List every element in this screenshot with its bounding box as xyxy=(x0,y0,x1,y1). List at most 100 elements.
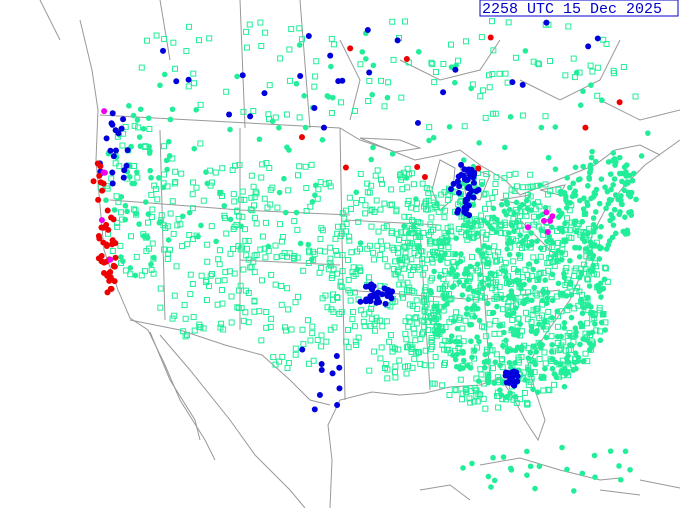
station-clear xyxy=(228,293,235,300)
station-clear xyxy=(276,221,283,228)
station-rain xyxy=(598,294,604,300)
station-rain xyxy=(537,182,543,188)
station-rain xyxy=(554,308,561,315)
station-clear xyxy=(477,221,484,228)
station-rain xyxy=(204,180,211,187)
station-clear xyxy=(416,233,423,240)
station-clear xyxy=(305,360,312,367)
station-rain xyxy=(126,174,133,180)
station-clear xyxy=(381,200,388,207)
station-clear xyxy=(189,205,196,212)
station-clear xyxy=(546,259,553,266)
station-clear xyxy=(541,349,548,356)
station-snow xyxy=(470,179,477,186)
station-rain xyxy=(477,271,483,278)
station-clear xyxy=(469,254,476,261)
station-rain xyxy=(134,169,140,175)
station-heavy xyxy=(103,221,110,228)
station-clear xyxy=(339,268,346,275)
station-rain xyxy=(514,327,521,333)
station-clear xyxy=(397,171,404,178)
caribbean xyxy=(419,457,680,501)
station-clear xyxy=(388,230,395,237)
station-clear xyxy=(534,305,541,312)
station-clear xyxy=(596,307,603,314)
station-clear xyxy=(251,214,258,221)
station-rain xyxy=(480,285,487,292)
station-rain xyxy=(539,342,546,348)
station-clear xyxy=(296,25,303,32)
station-rain xyxy=(622,448,629,455)
station-clear xyxy=(502,259,509,266)
station-clear xyxy=(221,277,228,284)
station-clear xyxy=(266,165,273,172)
station-snow xyxy=(519,81,526,88)
station-heavy xyxy=(421,174,428,181)
station-rain xyxy=(485,372,492,378)
station-clear xyxy=(317,235,324,242)
station-snow xyxy=(364,26,371,33)
station-clear xyxy=(148,191,155,198)
station-clear xyxy=(551,381,558,388)
station-snow xyxy=(465,185,472,192)
station-rain xyxy=(580,206,587,212)
station-clear xyxy=(373,318,380,325)
station-clear xyxy=(412,315,419,322)
station-rain xyxy=(148,261,154,268)
station-clear xyxy=(222,269,229,276)
station-clear xyxy=(428,59,435,66)
station-clear xyxy=(492,180,499,187)
station-rain xyxy=(608,211,614,218)
station-rain xyxy=(457,258,464,265)
station-clear xyxy=(510,258,517,265)
station-rain xyxy=(506,206,513,213)
station-rain xyxy=(459,292,466,298)
station-rain xyxy=(580,358,586,365)
station-rain xyxy=(142,199,149,205)
station-rain xyxy=(487,270,494,277)
station-clear xyxy=(272,114,279,121)
station-rain xyxy=(542,204,549,211)
station-clear xyxy=(571,273,578,280)
station-clear xyxy=(435,209,442,216)
station-rain xyxy=(630,170,637,177)
station-clear xyxy=(551,263,558,270)
station-clear xyxy=(547,188,554,195)
station-rain xyxy=(589,311,596,317)
station-clear xyxy=(426,124,433,131)
station-snow xyxy=(594,35,601,42)
station-clear xyxy=(422,284,429,291)
station-clear xyxy=(172,168,179,175)
station-clear xyxy=(263,308,270,315)
station-rain xyxy=(498,392,505,398)
station-rain xyxy=(501,329,507,336)
station-rain xyxy=(160,184,167,191)
station-rain xyxy=(523,233,530,240)
station-rain xyxy=(555,280,562,287)
station-rain xyxy=(156,175,162,181)
station-clear xyxy=(469,81,476,88)
station-clear xyxy=(492,258,499,265)
station-rain xyxy=(460,350,466,356)
station-clear xyxy=(430,311,437,318)
station-mixed xyxy=(107,256,114,263)
station-rain xyxy=(580,163,586,170)
station-rain xyxy=(434,200,440,207)
station-heavy xyxy=(106,270,113,277)
station-clear xyxy=(510,215,517,222)
station-clear xyxy=(415,232,422,239)
station-clear xyxy=(482,235,489,242)
station-rain xyxy=(589,148,595,155)
station-clear xyxy=(528,272,535,279)
station-clear xyxy=(145,219,152,226)
station-rain xyxy=(329,94,336,101)
station-rain xyxy=(622,231,629,237)
station-clear xyxy=(405,197,412,204)
station-rain xyxy=(451,318,457,324)
station-clear xyxy=(310,357,317,364)
station-rain xyxy=(598,176,605,182)
station-clear xyxy=(197,101,204,108)
station-rain xyxy=(610,150,617,156)
station-clear xyxy=(151,182,158,189)
station-rain xyxy=(446,123,453,130)
